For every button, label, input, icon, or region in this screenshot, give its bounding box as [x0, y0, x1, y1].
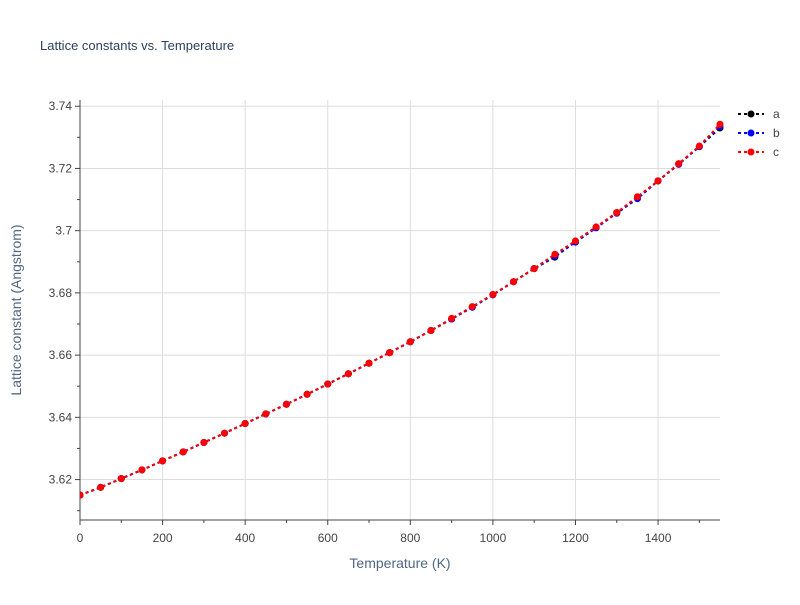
- legend[interactable]: abc: [738, 107, 780, 159]
- legend-item-b[interactable]: b: [738, 126, 780, 140]
- y-axis-label: Lattice constant (Angstrom): [8, 224, 24, 395]
- y-tick-label: 3.74: [49, 99, 73, 113]
- x-tick-label: 1000: [480, 531, 507, 545]
- legend-label: a: [773, 107, 780, 121]
- data-point-c[interactable]: [221, 429, 229, 437]
- data-point-c[interactable]: [613, 209, 621, 217]
- x-tick-label: 0: [77, 531, 84, 545]
- x-tick-label: 800: [400, 531, 420, 545]
- data-point-c[interactable]: [179, 448, 187, 456]
- data-point-c[interactable]: [571, 237, 579, 245]
- data-point-c[interactable]: [406, 338, 414, 346]
- data-point-c[interactable]: [716, 120, 724, 128]
- grid-layer: [80, 100, 720, 520]
- y-tick-label: 3.66: [49, 348, 73, 362]
- x-tick-label: 1200: [562, 531, 589, 545]
- data-point-c[interactable]: [633, 193, 641, 201]
- series-layer: [77, 120, 724, 499]
- data-point-c[interactable]: [324, 380, 332, 388]
- x-tick-label: 1400: [645, 531, 672, 545]
- x-tick-label: 200: [153, 531, 173, 545]
- data-point-c[interactable]: [468, 303, 476, 311]
- axes-layer: 0 200 400 600 800 1000 1200 1400 3.62 3.64 3.66 3.6…: [49, 99, 720, 545]
- data-point-c[interactable]: [97, 483, 105, 491]
- data-point-c[interactable]: [695, 142, 703, 150]
- data-point-c[interactable]: [530, 265, 538, 273]
- data-point-c[interactable]: [489, 290, 497, 298]
- legend-item-c[interactable]: c: [738, 145, 779, 159]
- data-point-c[interactable]: [77, 491, 84, 499]
- y-tick-label: 3.72: [49, 161, 73, 175]
- data-point-c[interactable]: [427, 327, 435, 335]
- legend-item-a[interactable]: a: [738, 107, 780, 121]
- legend-label: b: [773, 126, 780, 140]
- data-point-c[interactable]: [117, 475, 125, 483]
- data-point-c[interactable]: [241, 420, 249, 428]
- data-point-c[interactable]: [138, 466, 146, 474]
- data-point-c[interactable]: [654, 177, 662, 185]
- legend-marker: [747, 148, 755, 156]
- data-point-c[interactable]: [592, 223, 600, 231]
- data-point-c[interactable]: [282, 400, 290, 408]
- data-point-c[interactable]: [303, 390, 311, 398]
- data-point-c[interactable]: [262, 410, 270, 418]
- data-point-c[interactable]: [551, 250, 559, 258]
- data-point-c[interactable]: [365, 359, 373, 367]
- series-line-c: [80, 123, 721, 497]
- chart-title: Lattice constants vs. Temperature: [40, 38, 234, 53]
- x-tick-label: 400: [235, 531, 255, 545]
- y-tick-label: 3.7: [55, 224, 72, 238]
- y-tick-label: 3.64: [49, 410, 73, 424]
- data-point-c[interactable]: [159, 457, 167, 465]
- x-tick-label: 600: [318, 531, 338, 545]
- y-tick-label: 3.68: [49, 286, 73, 300]
- data-point-c[interactable]: [344, 370, 352, 378]
- data-point-c[interactable]: [386, 349, 394, 357]
- legend-marker: [747, 110, 755, 118]
- data-point-c[interactable]: [200, 439, 208, 447]
- data-point-c[interactable]: [510, 278, 518, 286]
- data-point-c[interactable]: [448, 314, 456, 322]
- x-axis-label: Temperature (K): [349, 555, 450, 571]
- series-c: [77, 120, 724, 499]
- data-point-c[interactable]: [675, 160, 683, 168]
- legend-marker: [747, 129, 755, 137]
- y-tick-label: 3.62: [49, 473, 73, 487]
- legend-label: c: [773, 145, 779, 159]
